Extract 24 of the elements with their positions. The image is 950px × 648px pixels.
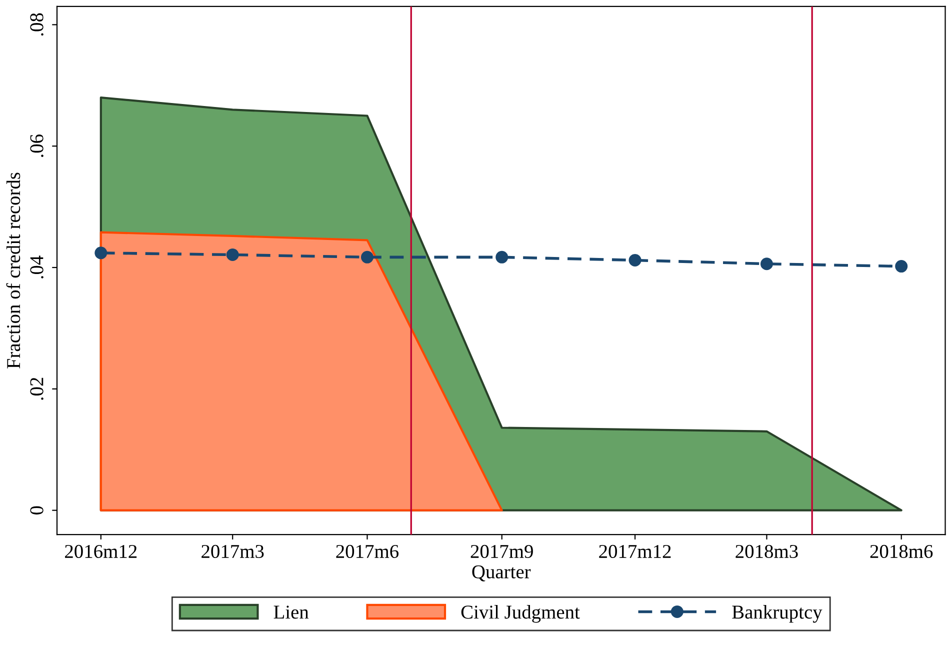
legend-label: Bankruptcy bbox=[732, 605, 822, 623]
point bbox=[226, 248, 239, 262]
point bbox=[496, 250, 508, 264]
point bbox=[895, 260, 908, 273]
x-tick-label: 2017m6 bbox=[336, 544, 399, 558]
legend-label: Lien bbox=[274, 606, 309, 619]
y-tick-label: .02 bbox=[30, 378, 44, 400]
y-tick-label: .06 bbox=[30, 134, 44, 157]
x-tick-label: 2017m3 bbox=[202, 544, 264, 558]
y-tick-label: 0 bbox=[30, 506, 44, 514]
x-tick-label: 2018m6 bbox=[870, 544, 933, 558]
x-tick-label: 2017m9 bbox=[470, 544, 533, 558]
y-axis-title: Fraction of credit records bbox=[6, 172, 20, 369]
point bbox=[628, 254, 642, 266]
point bbox=[760, 258, 773, 270]
point bbox=[94, 246, 108, 260]
x-axis-title: Quarter bbox=[472, 565, 531, 582]
x-tick-label: 2016m12 bbox=[65, 544, 137, 558]
x-tick-label: 2017m12 bbox=[599, 544, 671, 558]
y-tick-label: .04 bbox=[30, 256, 44, 278]
y-tick-label: .08 bbox=[30, 13, 44, 36]
x-tick-label: 2018m3 bbox=[736, 544, 798, 558]
point bbox=[360, 250, 374, 264]
legend-label: Civil Judgment bbox=[461, 605, 580, 623]
